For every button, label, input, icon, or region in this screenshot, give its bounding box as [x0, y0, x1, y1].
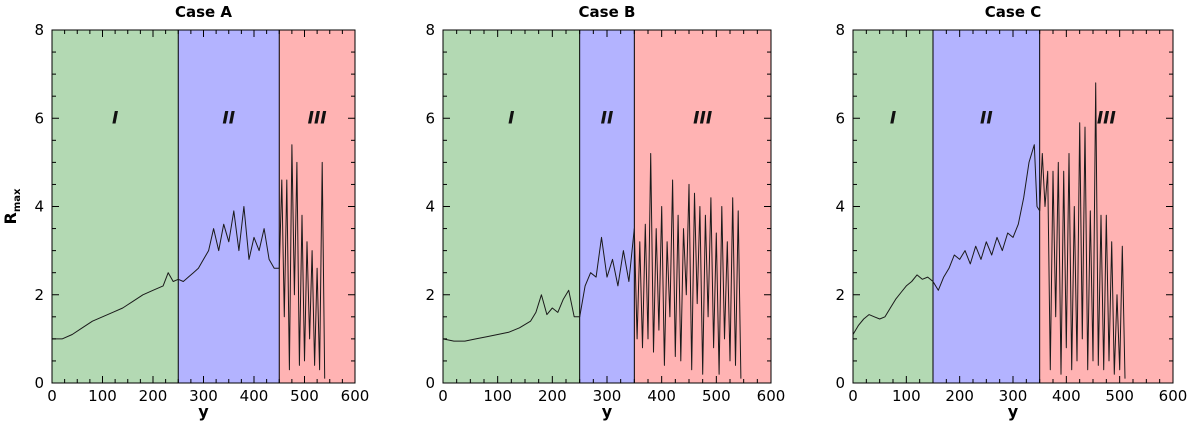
x-tick-label: 500: [290, 387, 319, 405]
y-tick-label: 4: [425, 198, 435, 216]
x-axis-label: y: [602, 402, 613, 421]
region-2: [933, 30, 1040, 383]
y-tick-label: 6: [835, 109, 845, 127]
region-label: I: [890, 108, 896, 128]
x-tick-label: 400: [1052, 387, 1081, 405]
y-tick-label: 4: [835, 198, 845, 216]
y-tick-label: 6: [425, 109, 435, 127]
y-tick-label: 2: [425, 286, 435, 304]
x-tick-label: 600: [341, 387, 370, 405]
y-tick-label: 4: [34, 198, 44, 216]
chart-title: Case C: [985, 3, 1041, 21]
x-tick-label: 600: [1159, 387, 1188, 405]
x-axis-label: y: [1008, 402, 1019, 421]
region-label: I: [112, 108, 118, 128]
x-tick-label: 100: [88, 387, 117, 405]
y-tick-label: 2: [835, 286, 845, 304]
y-tick-label: 8: [34, 21, 44, 39]
x-tick-label: 200: [945, 387, 974, 405]
x-tick-label: 200: [538, 387, 567, 405]
chart-title: Case B: [579, 3, 636, 21]
x-tick-label: 400: [240, 387, 269, 405]
region-1: [443, 30, 580, 383]
y-tick-label: 8: [425, 21, 435, 39]
region-label: III: [693, 108, 712, 128]
region-label: II: [222, 108, 235, 128]
x-tick-label: 300: [999, 387, 1028, 405]
region-2: [579, 30, 635, 383]
y-axis-label-main: R: [1, 212, 20, 224]
region-3: [634, 30, 771, 383]
region-label: III: [308, 108, 327, 128]
x-tick-label: 0: [47, 387, 57, 405]
x-tick-label: 500: [1105, 387, 1134, 405]
series-line: [852, 82, 1126, 379]
y-tick-label: 0: [34, 374, 44, 392]
x-tick-label: 100: [892, 387, 921, 405]
y-axis-label-subscript: max: [12, 188, 23, 212]
region-label: II: [601, 108, 614, 128]
x-tick-label: 500: [702, 387, 731, 405]
y-tick-label: 0: [835, 374, 845, 392]
region-label: II: [980, 108, 993, 128]
x-tick-label: 0: [848, 387, 858, 405]
x-tick-label: 200: [139, 387, 168, 405]
region-1: [52, 30, 179, 383]
y-tick-label: 0: [425, 374, 435, 392]
x-tick-label: 0: [438, 387, 448, 405]
region-3: [1039, 30, 1173, 383]
y-axis-label: Rmax: [1, 188, 23, 224]
y-tick-label: 2: [34, 286, 44, 304]
region-2: [178, 30, 280, 383]
region-label: III: [1097, 108, 1116, 128]
x-tick-label: 300: [189, 387, 218, 405]
y-tick-label: 8: [835, 21, 845, 39]
x-tick-label: 100: [483, 387, 512, 405]
x-tick-label: 600: [757, 387, 786, 405]
chart-title: Case A: [175, 3, 232, 21]
y-tick-label: 6: [34, 109, 44, 127]
region-label: I: [508, 108, 514, 128]
region-3: [279, 30, 355, 383]
x-axis-label: y: [198, 402, 209, 421]
series-line: [442, 153, 742, 379]
series-line: [52, 144, 326, 379]
region-1: [853, 30, 933, 383]
x-tick-label: 400: [647, 387, 676, 405]
x-tick-label: 300: [593, 387, 622, 405]
